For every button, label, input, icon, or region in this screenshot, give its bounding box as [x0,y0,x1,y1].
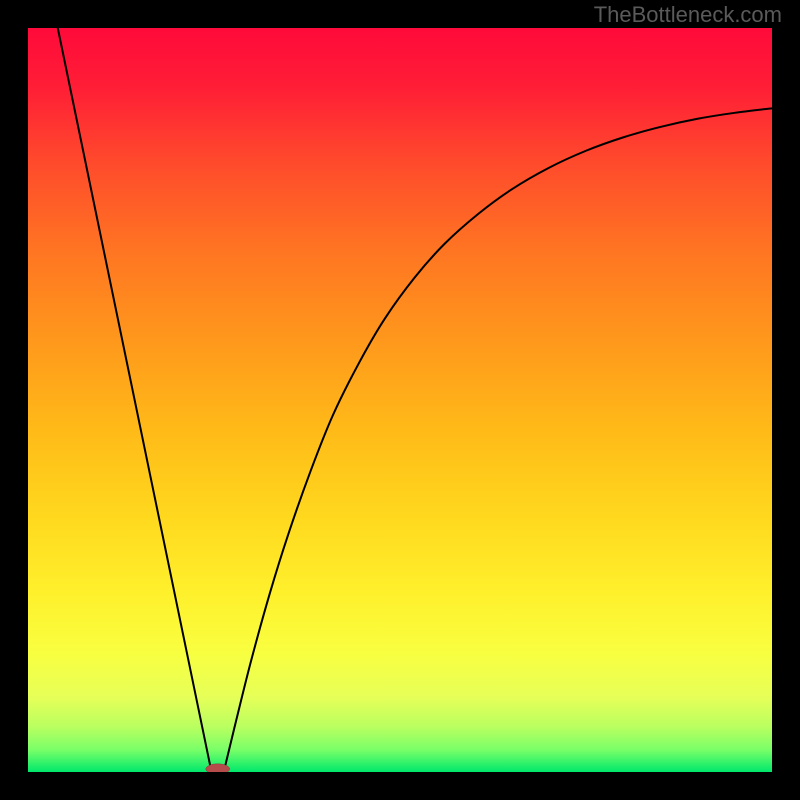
plot-area [28,28,772,772]
chart-canvas: TheBottleneck.com [0,0,800,800]
right-curve [225,108,772,766]
left-line [58,28,211,766]
watermark-text: TheBottleneck.com [594,2,782,28]
curve-overlay [28,28,772,772]
valley-marker [206,764,230,772]
